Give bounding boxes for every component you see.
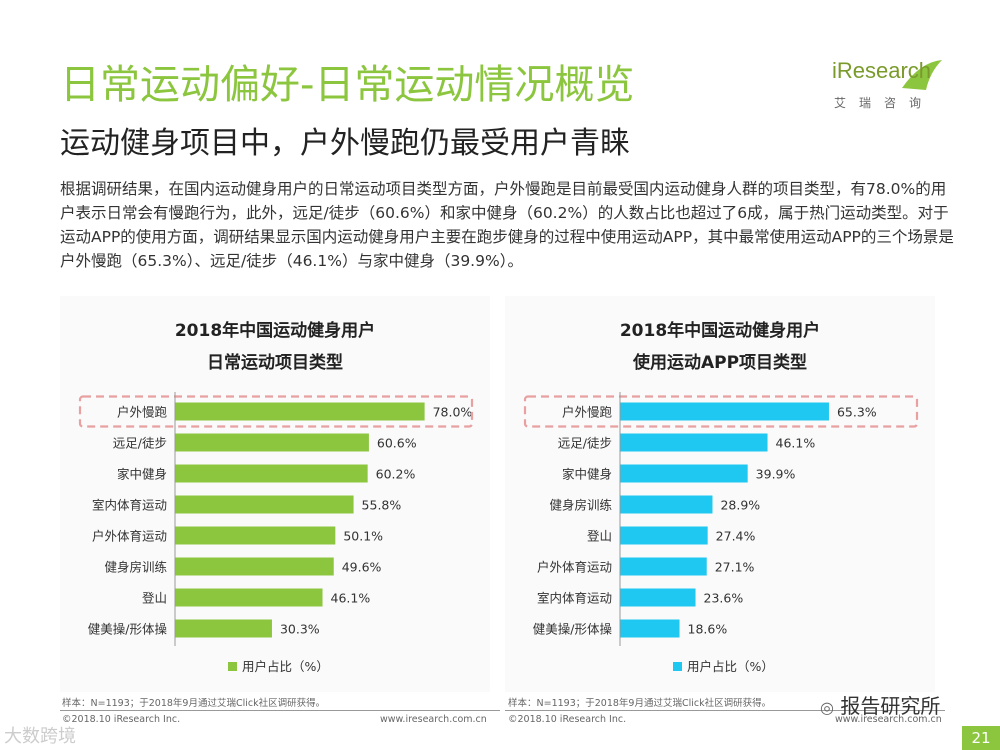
page-title: 日常运动偏好-日常运动情况概览 (60, 62, 635, 108)
data-label: 78.0% (433, 405, 473, 420)
category-label: 户外慢跑 (562, 405, 613, 420)
category-label: 健美操/形体操 (88, 622, 168, 637)
data-label: 30.3% (280, 622, 320, 637)
category-label: 家中健身 (562, 467, 612, 482)
data-label: 28.9% (720, 498, 760, 513)
data-label: 60.2% (376, 467, 416, 482)
category-label: 登山 (587, 529, 612, 544)
data-label: 49.6% (342, 560, 382, 575)
bar (620, 619, 680, 638)
data-label: 27.4% (716, 529, 756, 544)
right-footer-divider (505, 710, 945, 711)
data-label: 55.8% (362, 498, 402, 513)
bar (175, 557, 334, 576)
bar (175, 464, 368, 483)
data-label: 65.3% (837, 405, 877, 420)
left-url: www.iresearch.com.cn (380, 714, 487, 725)
category-label: 健身房训练 (549, 498, 612, 513)
category-label: 户外体育运动 (537, 560, 612, 575)
data-label: 39.9% (756, 467, 796, 482)
data-label: 60.6% (377, 436, 417, 451)
data-label: 27.1% (715, 560, 755, 575)
chart-title-line1: 2018年中国运动健身用户 (174, 321, 376, 341)
bar (175, 495, 354, 514)
category-label: 室内体育运动 (537, 591, 612, 606)
bar (620, 495, 713, 514)
corner-watermark: 大数跨境 (4, 726, 76, 747)
highlight-box (78, 395, 474, 428)
category-label: 家中健身 (117, 467, 167, 482)
highlight-box (523, 395, 919, 428)
watermark-text: 报告研究所 (840, 694, 941, 718)
page-number: 21 (962, 726, 1000, 750)
bar (620, 464, 748, 483)
data-label: 46.1% (776, 436, 816, 451)
bar (620, 557, 707, 576)
right-url: www.iresearch.com.cn (835, 714, 942, 725)
category-label: 户外体育运动 (92, 529, 167, 544)
left-footer-divider (60, 710, 500, 711)
wechat-watermark: ◎ 报告研究所 (820, 690, 940, 719)
right-source-note: 样本：N=1193；于2018年9月通过艾瑞Click社区调研获得。 (508, 698, 772, 709)
legend-label: 用户占比（%） (242, 659, 329, 674)
category-label: 健美操/形体操 (533, 622, 613, 637)
summary-paragraph: 根据调研结果，在国内运动健身用户的日常运动项目类型方面，户外慢跑是目前最受国内运… (60, 180, 954, 270)
bar (620, 526, 708, 545)
chart-panel-app: 2018年中国运动健身用户 使用运动APP项目类型 户外慢跑 65.3% 远足/徒步… (505, 296, 935, 692)
bar (620, 433, 768, 452)
bar (175, 619, 272, 638)
data-label: 23.6% (704, 591, 744, 606)
chart-panel-daily: 2018年中国运动健身用户 日常运动项目类型 户外慢跑 78.0% 远足/徒步 60.… (60, 296, 490, 692)
category-label: 远足/徒步 (113, 436, 167, 451)
wechat-icon: ◎ (820, 698, 834, 717)
chart-title-line2: 日常运动项目类型 (207, 353, 343, 373)
right-copyright: ©2018.10 iResearch Inc. (508, 714, 627, 725)
bar (175, 526, 336, 545)
data-label: 50.1% (343, 529, 383, 544)
data-label: 46.1% (331, 591, 371, 606)
data-label: 18.6% (688, 622, 728, 637)
chart-title-line1: 2018年中国运动健身用户 (619, 321, 821, 341)
page-subtitle: 运动健身项目中，户外慢跑仍最受用户青睐 (60, 126, 630, 161)
category-label: 远足/徒步 (558, 436, 612, 451)
iresearch-logo: iResearch 艾瑞咨询 (822, 58, 952, 118)
bar (620, 588, 696, 607)
bar (175, 402, 425, 421)
legend-swatch (228, 662, 237, 671)
category-label: 健身房训练 (104, 560, 167, 575)
bar (620, 402, 829, 421)
category-label: 室内体育运动 (92, 498, 167, 513)
bar (175, 433, 369, 452)
logo-swoosh-icon (902, 60, 942, 90)
category-label: 登山 (142, 591, 167, 606)
logo-brand: iResearch (832, 58, 932, 83)
legend-label: 用户占比（%） (687, 659, 774, 674)
left-source-note: 样本：N=1193；于2018年9月通过艾瑞Click社区调研获得。 (62, 698, 326, 709)
daily-sport-bar-chart: 户外慢跑 78.0% 远足/徒步 60.6% 家中健身 60.2% 室内体育运动 55.8% 户… (78, 392, 474, 674)
bar (175, 588, 323, 607)
logo-sub: 艾瑞咨询 (834, 96, 935, 110)
app-sport-bar-chart: 户外慢跑 65.3% 远足/徒步 46.1% 家中健身 39.9% 健身房训练 28.9% 登山… (523, 392, 919, 674)
category-label: 户外慢跑 (117, 405, 168, 420)
left-copyright: ©2018.10 iResearch Inc. (62, 714, 181, 725)
chart-title-line2: 使用运动APP项目类型 (632, 353, 808, 373)
legend-swatch (673, 662, 682, 671)
